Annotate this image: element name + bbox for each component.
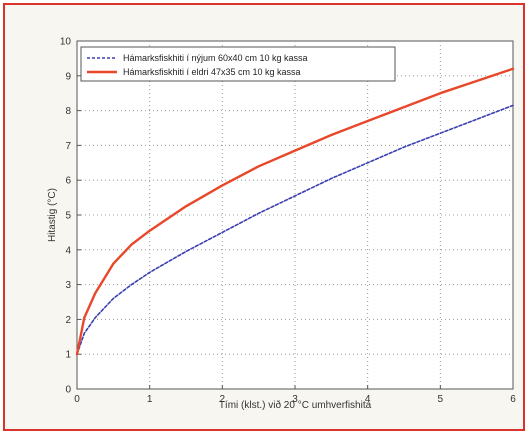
legend-label-1: Hámarksfiskhiti í nýjum 60x40 cm 10 kg k… (123, 53, 308, 63)
x-tick-label: 6 (510, 394, 516, 405)
y-tick-label: 1 (65, 350, 71, 361)
y-tick-label: 5 (65, 211, 71, 222)
y-tick-label: 7 (65, 141, 71, 152)
y-tick-label: 6 (65, 176, 71, 187)
x-tick-label: 2 (220, 394, 226, 405)
figure-frame: 0 1 2 3 4 5 6 0 1 2 3 4 5 6 7 8 9 10 Hámarksfiskhiti í ný… (3, 3, 525, 431)
y-tick-label: 0 (65, 385, 71, 396)
series-line-1 (76, 104, 514, 356)
y-tick-label: 4 (65, 245, 71, 256)
x-tick-label: 5 (438, 394, 444, 405)
x-tick-label: 3 (292, 394, 298, 405)
y-tick-label: 8 (65, 106, 71, 117)
x-tick-label: 4 (365, 394, 371, 405)
series-lines (75, 67, 515, 356)
series-line-2 (75, 67, 515, 356)
y-tick-label: 3 (65, 280, 71, 291)
legend: Hámarksfiskhiti í nýjum 60x40 cm 10 kg k… (80, 46, 396, 82)
y-tick-label: 10 (60, 37, 72, 48)
legend-label-2: Hámarksfiskhiti í eldri 47x35 cm 10 kg k… (123, 67, 301, 77)
y-tick-label: 9 (65, 71, 71, 82)
y-axis-label: Hitastig (°C) (47, 188, 58, 242)
x-tick-label: 0 (74, 394, 80, 405)
legend-box (80, 46, 396, 82)
axis-ticks: 0 1 2 3 4 5 6 0 1 2 3 4 5 6 7 8 9 10 (60, 37, 516, 406)
y-tick-label: 2 (65, 315, 71, 326)
x-tick-label: 1 (147, 394, 153, 405)
x-axis-label: Tími (klst.) við 20 °C umhverfishita (219, 399, 372, 411)
line-chart: 0 1 2 3 4 5 6 0 1 2 3 4 5 6 7 8 9 10 Hámarksfiskhiti í ný… (47, 37, 516, 412)
